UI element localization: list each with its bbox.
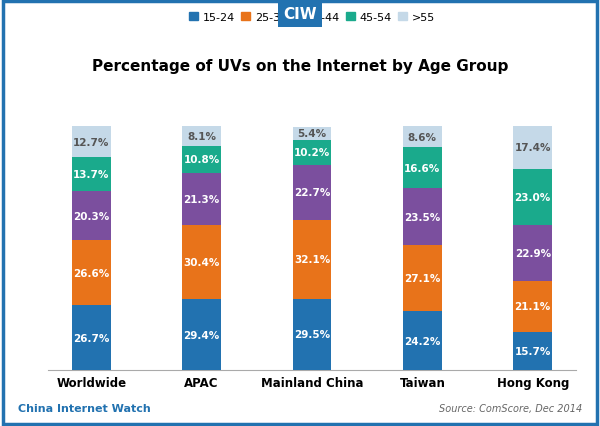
Text: Percentage of UVs on the Internet by Age Group: Percentage of UVs on the Internet by Age… bbox=[92, 58, 508, 74]
Text: 22.7%: 22.7% bbox=[294, 188, 330, 198]
Bar bbox=[293, 141, 331, 165]
Text: 29.4%: 29.4% bbox=[184, 330, 220, 340]
Text: 26.7%: 26.7% bbox=[73, 333, 109, 343]
Bar bbox=[403, 148, 442, 189]
Bar bbox=[514, 169, 552, 225]
Text: 20.3%: 20.3% bbox=[73, 211, 109, 221]
Text: CIW: CIW bbox=[283, 7, 317, 23]
Text: 21.1%: 21.1% bbox=[515, 302, 551, 312]
Bar bbox=[293, 221, 331, 299]
Text: 21.3%: 21.3% bbox=[184, 194, 220, 204]
Text: 23.5%: 23.5% bbox=[404, 212, 440, 222]
Bar bbox=[293, 299, 331, 371]
Bar bbox=[514, 332, 552, 371]
Text: Source: ComScore, Dec 2014: Source: ComScore, Dec 2014 bbox=[439, 403, 582, 413]
Text: 30.4%: 30.4% bbox=[184, 257, 220, 267]
Bar bbox=[514, 225, 552, 281]
Bar bbox=[72, 305, 110, 371]
Bar bbox=[72, 191, 110, 241]
Bar bbox=[514, 281, 552, 332]
Text: 22.9%: 22.9% bbox=[515, 248, 551, 258]
Bar bbox=[403, 189, 442, 246]
Text: 13.7%: 13.7% bbox=[73, 170, 109, 180]
Text: 5.4%: 5.4% bbox=[298, 129, 326, 139]
Bar bbox=[72, 241, 110, 305]
Text: 10.8%: 10.8% bbox=[184, 155, 220, 165]
Text: 16.6%: 16.6% bbox=[404, 163, 440, 173]
Text: 29.5%: 29.5% bbox=[294, 330, 330, 340]
Bar bbox=[293, 127, 331, 141]
Text: 17.4%: 17.4% bbox=[514, 143, 551, 153]
Text: 12.7%: 12.7% bbox=[73, 138, 109, 148]
Text: 24.2%: 24.2% bbox=[404, 336, 440, 346]
Text: 27.1%: 27.1% bbox=[404, 274, 440, 284]
Text: 32.1%: 32.1% bbox=[294, 255, 330, 265]
Bar bbox=[403, 127, 442, 148]
Text: 26.6%: 26.6% bbox=[73, 268, 109, 278]
Bar bbox=[403, 312, 442, 371]
Text: 8.6%: 8.6% bbox=[408, 132, 437, 143]
Text: China Internet Watch: China Internet Watch bbox=[18, 403, 151, 413]
Legend: 15-24, 25-34, 35-44, 45-54, >55: 15-24, 25-34, 35-44, 45-54, >55 bbox=[185, 8, 439, 27]
Bar bbox=[182, 127, 221, 147]
Bar bbox=[182, 147, 221, 173]
Text: 10.2%: 10.2% bbox=[294, 148, 330, 158]
Text: 15.7%: 15.7% bbox=[515, 346, 551, 357]
Bar bbox=[514, 127, 552, 169]
Bar bbox=[182, 299, 221, 371]
Bar bbox=[403, 246, 442, 312]
Bar bbox=[182, 225, 221, 299]
Text: 8.1%: 8.1% bbox=[187, 132, 216, 142]
Bar bbox=[293, 165, 331, 221]
Bar bbox=[182, 173, 221, 225]
Bar bbox=[72, 127, 110, 158]
Text: 23.0%: 23.0% bbox=[515, 192, 551, 202]
Bar bbox=[72, 158, 110, 191]
